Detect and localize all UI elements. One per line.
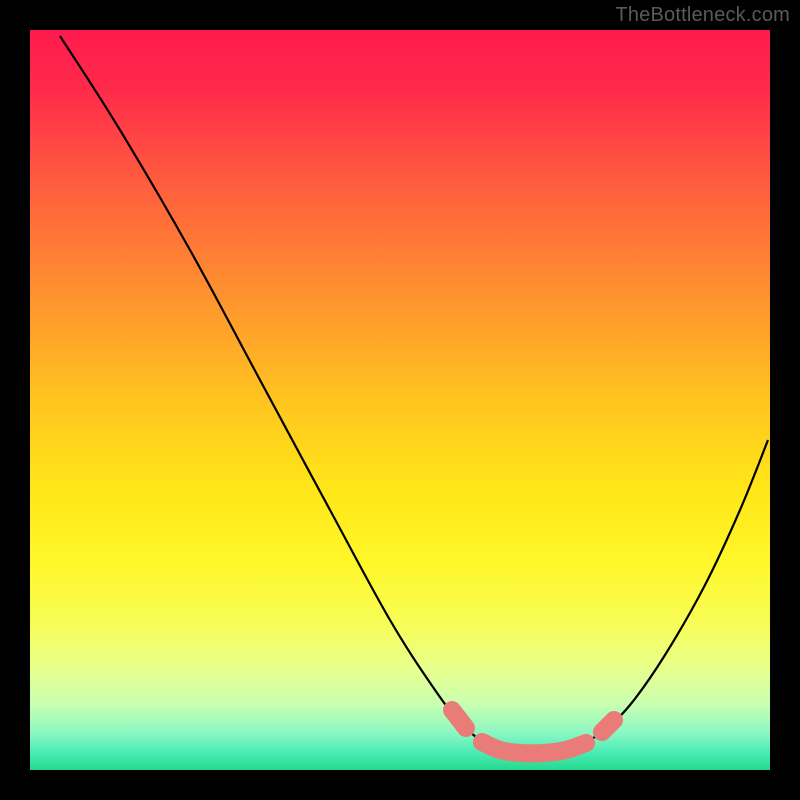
- plot-background: [30, 30, 770, 770]
- watermark-text: TheBottleneck.com: [615, 4, 790, 27]
- valley-highlight: [452, 710, 466, 728]
- valley-highlight: [602, 720, 614, 732]
- bottleneck-chart: [0, 0, 800, 800]
